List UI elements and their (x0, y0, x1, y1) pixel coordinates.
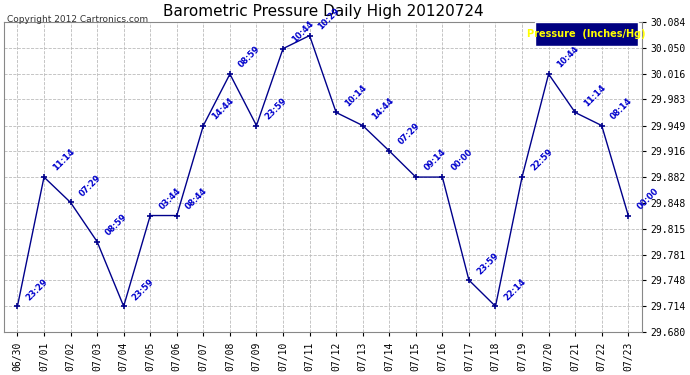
Text: 11:14: 11:14 (51, 147, 77, 173)
Text: 10:14: 10:14 (343, 83, 368, 108)
Text: 10:29: 10:29 (317, 6, 342, 32)
Text: 08:59: 08:59 (104, 212, 129, 237)
Text: 22:14: 22:14 (502, 277, 528, 302)
Text: 23:29: 23:29 (24, 277, 50, 302)
Text: 07:29: 07:29 (77, 173, 103, 198)
Text: 23:59: 23:59 (264, 96, 288, 122)
Text: 14:44: 14:44 (210, 96, 236, 122)
Text: 08:59: 08:59 (237, 45, 262, 70)
Text: 03:44: 03:44 (157, 186, 182, 211)
Text: 00:00: 00:00 (635, 186, 660, 211)
Text: 22:59: 22:59 (529, 148, 554, 173)
Text: 11:14: 11:14 (582, 83, 607, 108)
Text: 08:14: 08:14 (609, 96, 634, 122)
Text: Pressure  (Inches/Hg): Pressure (Inches/Hg) (527, 29, 646, 39)
Text: Copyright 2012 Cartronics.com: Copyright 2012 Cartronics.com (7, 15, 148, 24)
Text: 08:44: 08:44 (184, 186, 209, 211)
Text: 09:14: 09:14 (423, 148, 448, 173)
Text: 23:59: 23:59 (130, 277, 156, 302)
Text: 10:44: 10:44 (290, 19, 315, 45)
Text: 00:00: 00:00 (449, 148, 474, 173)
Text: 14:44: 14:44 (370, 96, 395, 122)
Text: 07:29: 07:29 (396, 122, 422, 147)
Text: 10:44: 10:44 (555, 45, 581, 70)
Title: Barometric Pressure Daily High 20120724: Barometric Pressure Daily High 20120724 (163, 4, 483, 19)
Text: 23:59: 23:59 (476, 251, 501, 276)
